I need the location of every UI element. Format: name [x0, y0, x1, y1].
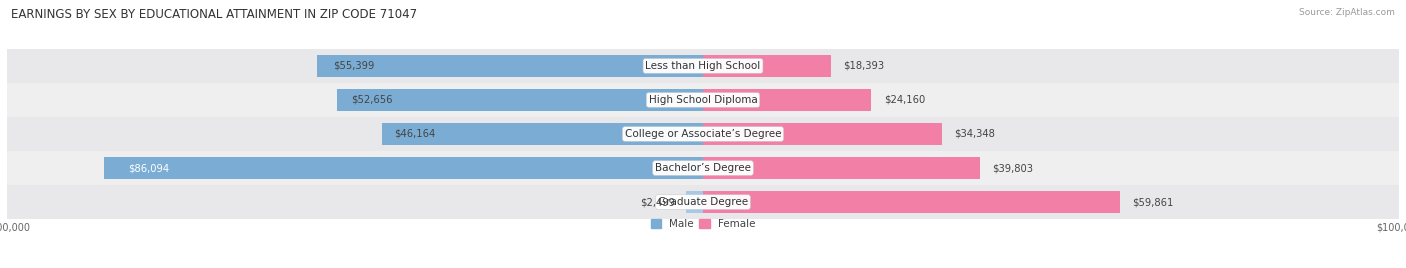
Text: $2,499: $2,499: [640, 197, 675, 207]
Bar: [7, 117, 1399, 151]
Bar: [7, 185, 1399, 219]
Text: Less than High School: Less than High School: [645, 61, 761, 71]
Bar: [7, 49, 1399, 83]
Text: Bachelor’s Degree: Bachelor’s Degree: [655, 163, 751, 173]
Text: $34,348: $34,348: [955, 129, 995, 139]
Bar: [703, 55, 831, 77]
Text: High School Diploma: High School Diploma: [648, 95, 758, 105]
Text: $24,160: $24,160: [884, 95, 925, 105]
Text: $59,861: $59,861: [1132, 197, 1174, 207]
Text: EARNINGS BY SEX BY EDUCATIONAL ATTAINMENT IN ZIP CODE 71047: EARNINGS BY SEX BY EDUCATIONAL ATTAINMEN…: [11, 8, 418, 21]
Bar: [703, 157, 980, 179]
Text: Graduate Degree: Graduate Degree: [658, 197, 748, 207]
Text: $46,164: $46,164: [395, 129, 436, 139]
Text: $52,656: $52,656: [352, 95, 392, 105]
Bar: [381, 123, 703, 145]
Bar: [318, 55, 703, 77]
Text: $55,399: $55,399: [333, 61, 374, 71]
Bar: [703, 123, 942, 145]
Bar: [686, 191, 703, 213]
Legend: Male, Female: Male, Female: [647, 215, 759, 233]
Bar: [7, 83, 1399, 117]
Bar: [703, 191, 1119, 213]
Text: $86,094: $86,094: [128, 163, 169, 173]
Bar: [336, 89, 703, 111]
Text: $18,393: $18,393: [844, 61, 884, 71]
Bar: [104, 157, 703, 179]
Text: $39,803: $39,803: [993, 163, 1033, 173]
Bar: [703, 89, 872, 111]
Bar: [7, 151, 1399, 185]
Text: College or Associate’s Degree: College or Associate’s Degree: [624, 129, 782, 139]
Text: Source: ZipAtlas.com: Source: ZipAtlas.com: [1299, 8, 1395, 17]
